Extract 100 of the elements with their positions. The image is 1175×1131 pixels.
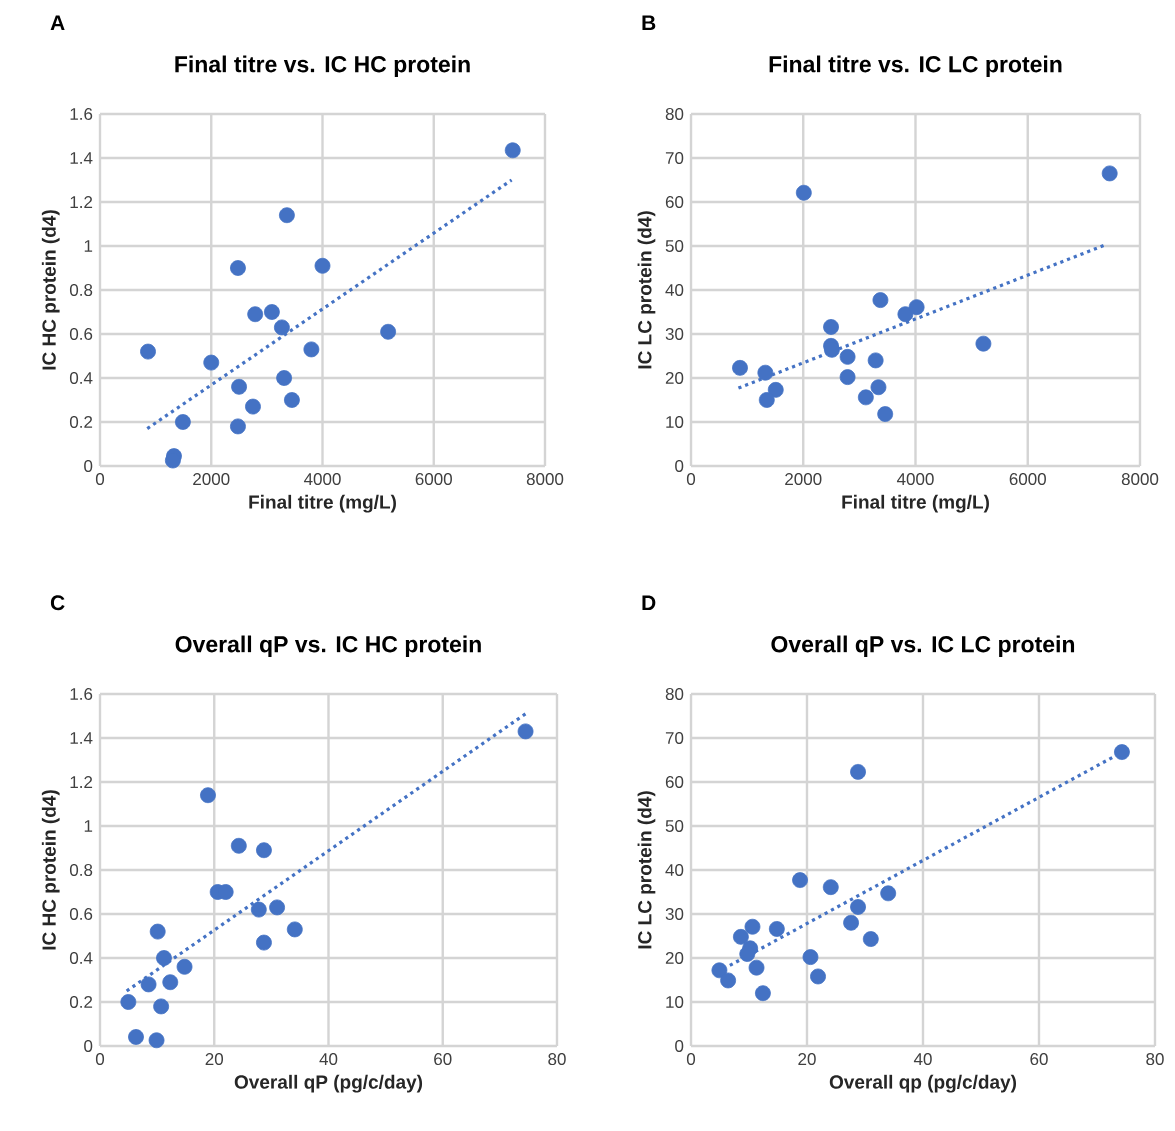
- chart-title: Overall qP vs. IC LC protein: [771, 635, 1075, 657]
- point: [823, 319, 839, 335]
- y-tick-label: 50: [665, 239, 684, 253]
- point: [711, 962, 728, 979]
- y-tick-label: 30: [665, 327, 684, 340]
- y-tick-label: 70: [665, 152, 684, 165]
- point: [250, 901, 267, 918]
- y-tick-label: 1: [84, 240, 93, 252]
- point: [504, 142, 521, 159]
- point: [153, 998, 170, 1015]
- point: [768, 921, 785, 937]
- x-tick-label: 20: [205, 1053, 224, 1066]
- point: [755, 985, 771, 1002]
- x-tick-label: 60: [1030, 1053, 1048, 1066]
- x-tick-label: 0: [95, 1053, 105, 1066]
- x-tick-label: 40: [913, 1053, 932, 1066]
- point: [517, 723, 534, 740]
- y-tick-label: 30: [665, 907, 684, 920]
- point: [748, 959, 765, 976]
- point: [908, 299, 925, 316]
- x-tick-label: 80: [548, 1053, 566, 1066]
- point: [245, 398, 261, 415]
- x-tick-label: 2000: [785, 473, 822, 486]
- point: [276, 370, 293, 386]
- point: [269, 899, 285, 916]
- y-tick-label: 60: [665, 775, 684, 789]
- point: [862, 931, 879, 947]
- point: [380, 323, 397, 340]
- point: [273, 319, 290, 336]
- y-axis-title: IC HC protein (d4): [41, 790, 60, 950]
- point: [263, 304, 280, 320]
- y-axis-title: IC LC protein (d4): [637, 211, 656, 369]
- y-axis-title: IC HC protein (d4): [41, 210, 60, 370]
- point: [203, 354, 220, 371]
- point: [877, 406, 894, 422]
- point: [767, 381, 784, 398]
- point: [303, 341, 320, 358]
- x-tick-label: 0: [686, 1053, 696, 1066]
- point: [739, 946, 756, 962]
- y-tick-label: 0.2: [69, 416, 93, 429]
- point: [795, 184, 812, 201]
- y-tick-label: 40: [665, 283, 684, 296]
- x-tick-label: 6000: [1009, 473, 1046, 486]
- y-tick-label: 60: [665, 196, 684, 209]
- x-tick-label: 0: [686, 473, 696, 486]
- point: [120, 994, 137, 1010]
- point: [850, 899, 866, 915]
- point: [149, 923, 166, 940]
- point: [720, 972, 737, 989]
- y-tick-label: 10: [666, 995, 684, 1008]
- point: [843, 914, 859, 931]
- point: [230, 260, 246, 276]
- point: [148, 1032, 165, 1049]
- point: [140, 976, 157, 993]
- y-tick-label: 0.8: [69, 864, 93, 877]
- x-axis-title: Final titre (mg/L): [249, 494, 396, 513]
- x-tick-label: 2000: [193, 473, 230, 486]
- text: A: [50, 15, 65, 31]
- point: [822, 879, 839, 896]
- y-tick-label: 80: [665, 108, 684, 121]
- point: [850, 763, 866, 780]
- y-tick-label: 0.4: [69, 951, 93, 965]
- chart-title: Final titre vs. IC HC protein: [175, 55, 470, 77]
- point: [839, 348, 856, 365]
- point: [870, 379, 887, 396]
- point: [872, 292, 889, 309]
- text: C: [50, 595, 65, 611]
- point: [128, 1029, 144, 1045]
- x-tick-label: 0: [95, 473, 105, 486]
- point: [744, 918, 761, 935]
- point: [256, 842, 272, 859]
- x-tick-label: 60: [434, 1053, 452, 1066]
- point: [284, 392, 300, 408]
- x-tick-label: 80: [1146, 1053, 1164, 1066]
- y-tick-label: 50: [665, 819, 684, 832]
- x-axis-title: Overall qp (pg/c/day): [829, 1074, 1017, 1093]
- y-tick-label: 0.4: [69, 372, 93, 385]
- y-tick-label: 80: [665, 688, 684, 701]
- x-tick-label: 8000: [526, 473, 564, 486]
- y-tick-label: 1.6: [70, 688, 93, 701]
- x-tick-label: 4000: [303, 473, 341, 486]
- point: [758, 392, 775, 408]
- y-tick-label: 1.4: [70, 152, 93, 164]
- point: [279, 207, 295, 224]
- y-tick-label: 0: [675, 459, 684, 472]
- point: [732, 359, 748, 376]
- y-tick-label: 0.2: [69, 995, 93, 1009]
- x-tick-label: 8000: [1121, 473, 1159, 486]
- y-tick-label: 20: [665, 951, 684, 964]
- point: [247, 306, 264, 323]
- y-tick-label: 0.6: [69, 328, 93, 341]
- point: [230, 837, 247, 854]
- y-tick-label: 0: [84, 460, 93, 473]
- y-tick-label: 70: [665, 731, 684, 745]
- chart-title: Final titre vs. IC LC protein: [769, 55, 1062, 77]
- x-tick-label: 20: [798, 1053, 816, 1066]
- point: [286, 921, 303, 938]
- x-axis-title: Overall qP (pg/c/day): [234, 1074, 423, 1093]
- point: [200, 787, 216, 804]
- y-tick-label: 0: [675, 1039, 684, 1052]
